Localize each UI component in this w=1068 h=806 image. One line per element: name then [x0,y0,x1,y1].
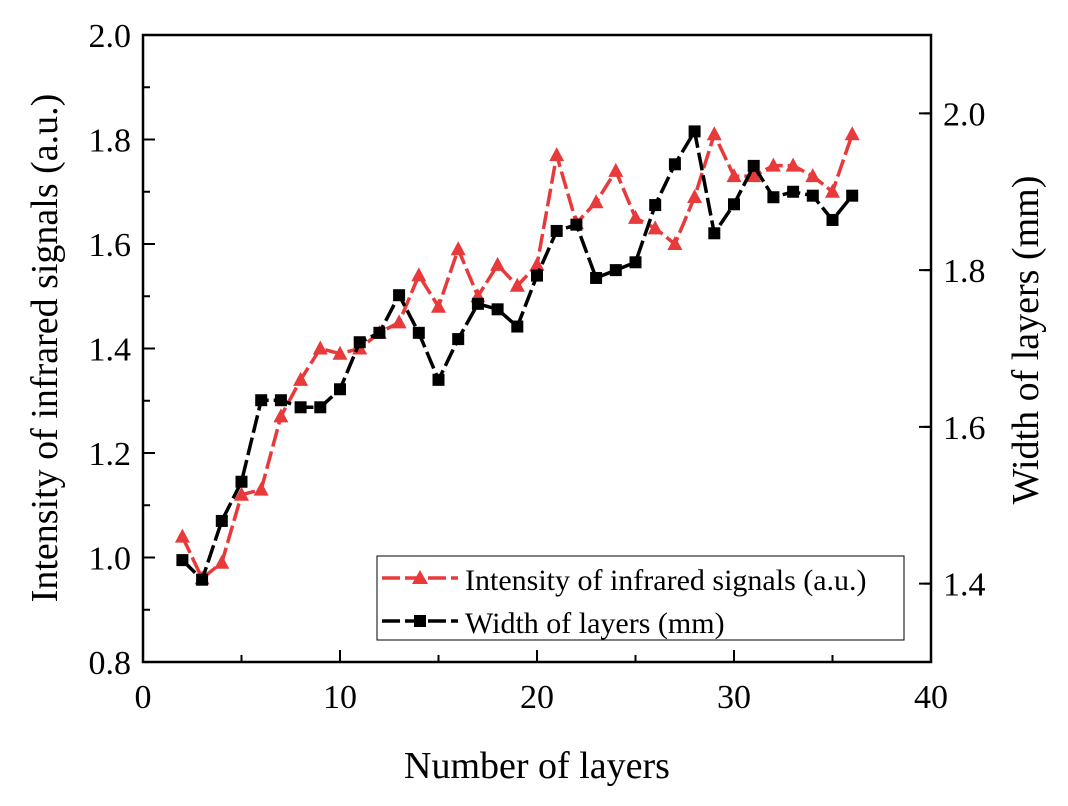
data-point-intensity [667,236,683,250]
data-point-width [787,185,800,198]
data-point-width [294,401,307,414]
y-tick-label: 1.4 [89,332,132,369]
data-point-width [767,191,780,204]
data-point-intensity [411,267,427,282]
series-line-intensity [180,132,854,581]
data-point-width [255,394,268,407]
y-tick-label: 1.8 [89,123,132,160]
legend: Intensity of infrared signals (a.u.) Wid… [376,555,905,641]
data-point-intensity [214,554,230,569]
data-point-intensity [628,209,643,224]
data-point-width [412,326,425,339]
data-point-width [215,514,228,527]
data-point-intensity [825,183,840,198]
data-point-intensity [608,162,624,177]
data-point-width [806,189,819,202]
data-point-intensity [746,168,762,183]
x-tick-label: 10 [323,679,357,716]
y2-tick-label: 2.0 [943,96,986,133]
data-point-width [452,333,465,346]
y2-axis-title: Width of layers (mm) [1005,176,1047,505]
y2-tick-label: 1.4 [943,567,986,604]
data-point-width [176,554,189,567]
y2-tick-label: 1.8 [943,253,986,290]
data-point-width [570,218,583,231]
data-point-intensity [509,277,525,292]
data-point-width [314,401,327,414]
data-point-width [531,269,543,282]
data-point-intensity [706,126,722,141]
x-tick-label: 0 [135,679,152,716]
data-point-width [274,394,287,407]
data-point-width [491,303,504,316]
y-tick-label: 0.8 [89,645,132,682]
y-axis-ticks: 0.8 1.0 1.2 1.4 1.6 1.8 2.0 [89,18,155,682]
data-point-intensity [312,340,328,355]
legend-square-icon [414,615,426,627]
data-point-width [609,264,622,277]
data-point-intensity [785,157,801,172]
data-point-intensity [765,157,781,172]
data-point-width [432,373,445,386]
x-axis-title: Number of layers [404,745,670,787]
x-tick-label: 40 [914,679,948,716]
data-point-width [590,271,603,284]
data-point-width [471,297,484,310]
data-point-width [196,573,209,586]
legend-box [376,555,905,641]
data-point-intensity [687,188,703,203]
data-point-intensity [450,241,466,256]
data-point-intensity [174,528,190,543]
legend-label-intensity: Intensity of infrared signals (a.u.) [465,564,867,597]
data-point-width [511,320,524,333]
data-point-intensity [805,168,821,183]
x-tick-label: 20 [520,679,554,716]
x-axis-ticks: 0 10 20 30 40 [135,650,948,716]
data-point-width [334,383,346,396]
data-point-intensity [332,345,348,360]
data-point-intensity [844,126,860,141]
data-point-width [688,125,701,138]
data-point-width [747,159,760,172]
y-tick-label: 2.0 [89,18,132,55]
data-point-width [353,336,366,349]
series-line-width [181,129,854,582]
series-layer [174,125,860,586]
data-point-intensity [726,168,742,183]
data-point-intensity [293,371,309,386]
data-point-width [629,256,642,269]
data-point-intensity [490,256,506,271]
y-tick-label: 1.6 [89,227,132,264]
x-tick-label: 30 [717,679,751,716]
data-point-width [235,475,248,488]
data-point-intensity [529,256,545,271]
y-axis-title: Intensity of infrared signals (a.u.) [24,94,66,603]
data-point-intensity [253,481,269,496]
legend-label-width: Width of layers (mm) [465,607,725,640]
data-point-width [550,224,563,237]
data-point-intensity [273,408,289,423]
y2-axis-ticks: 1.4 1.6 1.8 2.0 [919,96,986,604]
data-point-intensity [549,147,565,162]
data-point-width [708,227,721,240]
data-point-width [846,189,859,202]
data-point-width [393,289,406,302]
data-point-width [728,198,740,211]
data-point-intensity [234,486,249,501]
legend-triangle-icon [412,570,428,584]
y-tick-label: 1.2 [89,436,132,473]
data-point-intensity [431,298,446,313]
data-point-intensity [391,314,407,329]
data-point-width [668,158,681,171]
y2-tick-label: 1.6 [943,410,986,447]
y-tick-label: 1.0 [89,541,132,578]
data-point-width [373,326,386,339]
data-point-intensity [647,220,663,235]
data-point-intensity [588,194,604,209]
data-point-width [649,199,662,212]
data-point-width [826,213,839,226]
